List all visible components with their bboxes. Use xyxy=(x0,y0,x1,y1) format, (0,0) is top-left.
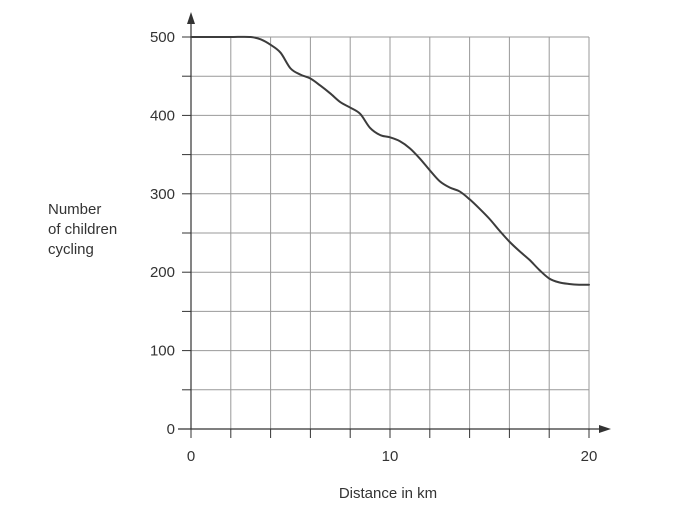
x-tick-label: 0 xyxy=(187,448,195,465)
y-ticks: 0 100 200 300 400 500 xyxy=(150,29,191,438)
x-ticks: 0 10 20 xyxy=(187,429,598,465)
x-tick-label: 20 xyxy=(581,448,598,465)
y-tick-label: 200 xyxy=(150,264,175,281)
y-axis-label-line-1: Number xyxy=(48,201,102,218)
y-tick-label: 500 xyxy=(150,29,175,46)
y-tick-label: 400 xyxy=(150,107,175,124)
y-tick-label: 300 xyxy=(150,186,175,203)
y-axis-label-line-2: of children xyxy=(48,221,118,238)
y-axis-label-line-3: cycling xyxy=(48,241,94,258)
y-axis-arrow xyxy=(187,12,195,24)
x-tick-label: 10 xyxy=(382,448,399,465)
x-axis-arrow xyxy=(599,425,611,433)
series-layer xyxy=(190,35,590,286)
x-axis-label: Distance in km xyxy=(339,485,437,502)
y-tick-label: 0 xyxy=(167,421,175,438)
y-tick-label: 100 xyxy=(150,343,175,360)
series-line xyxy=(190,35,590,286)
axes xyxy=(178,12,611,433)
y-axis-label: Number of children cycling xyxy=(48,200,148,260)
grid xyxy=(191,36,590,429)
